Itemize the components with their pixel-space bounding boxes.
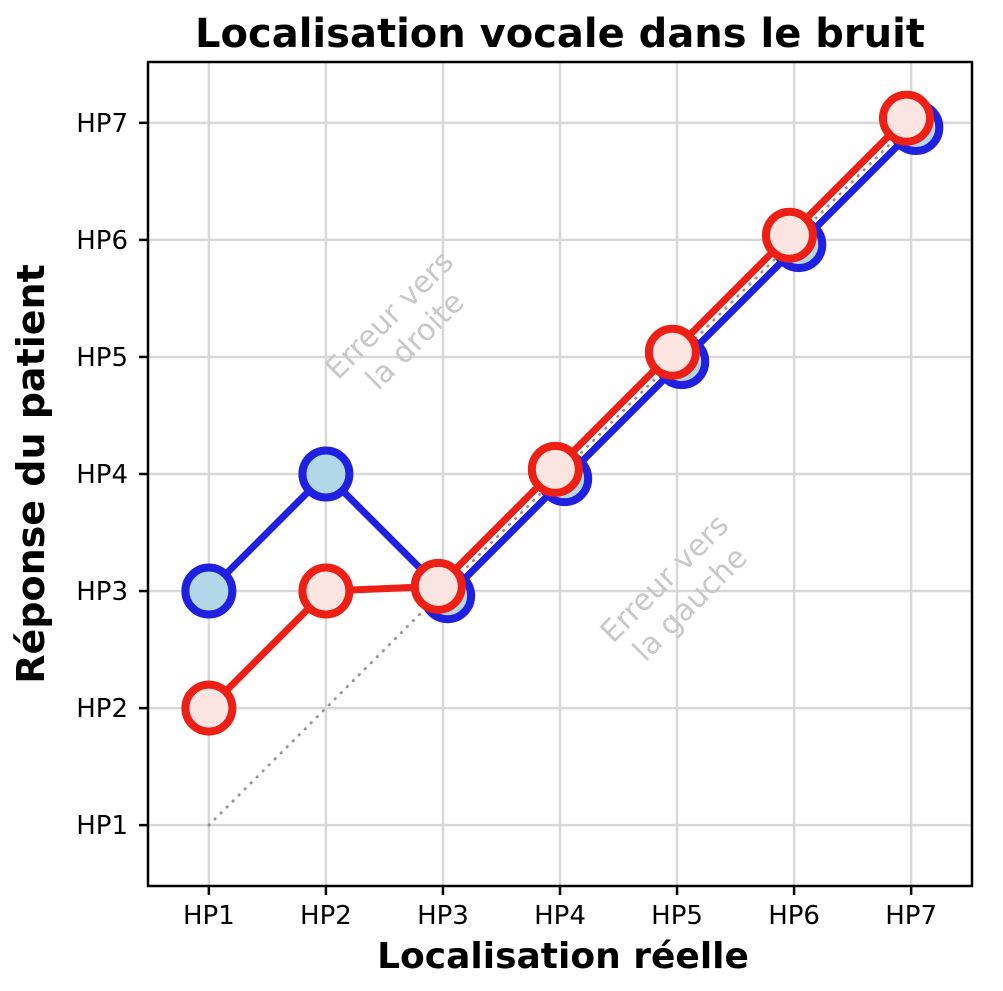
y-tick-label: HP1 [76, 811, 128, 841]
y-tick-label: HP4 [76, 460, 128, 490]
serie-rouge-marker [298, 563, 354, 619]
y-tick-label: HP3 [76, 577, 128, 607]
serie-bleue-marker [181, 563, 237, 619]
y-tick-label: HP2 [76, 694, 128, 724]
serie-rouge-marker [181, 680, 237, 736]
serie-rouge-marker [644, 324, 700, 380]
y-axis-label: Réponse du patient [9, 264, 53, 684]
serie-bleue-marker [298, 446, 354, 502]
y-tick-label: HP6 [76, 226, 128, 256]
y-tick-label: HP5 [76, 343, 128, 373]
grid-layer [148, 62, 972, 886]
x-tick-label: HP1 [183, 901, 235, 931]
serie-rouge-marker [878, 90, 934, 146]
x-tick-label: HP2 [300, 901, 352, 931]
serie-rouge-marker [410, 558, 466, 614]
serie-rouge-line [205, 114, 910, 712]
x-tick-label: HP7 [885, 901, 937, 931]
y-tick-label: HP7 [76, 109, 128, 139]
tick-layer: HP1 HP1 HP2 HP2 HP3 HP3 HP4 HP4 HP5 HP5 HP6 HP6 HP7 H… [76, 109, 937, 931]
x-axis-label: Localisation réelle [377, 936, 749, 977]
x-tick-label: HP4 [534, 901, 586, 931]
x-tick-label: HP3 [417, 901, 469, 931]
serie-rouge-marker [527, 441, 583, 497]
serie-bleue-line [205, 124, 920, 600]
x-tick-label: HP6 [768, 901, 820, 931]
serie-rouge-marker [761, 207, 817, 263]
x-tick-label: HP5 [651, 901, 703, 931]
chart-title: Localisation vocale dans le bruit [195, 11, 925, 57]
series-layer [181, 90, 944, 736]
